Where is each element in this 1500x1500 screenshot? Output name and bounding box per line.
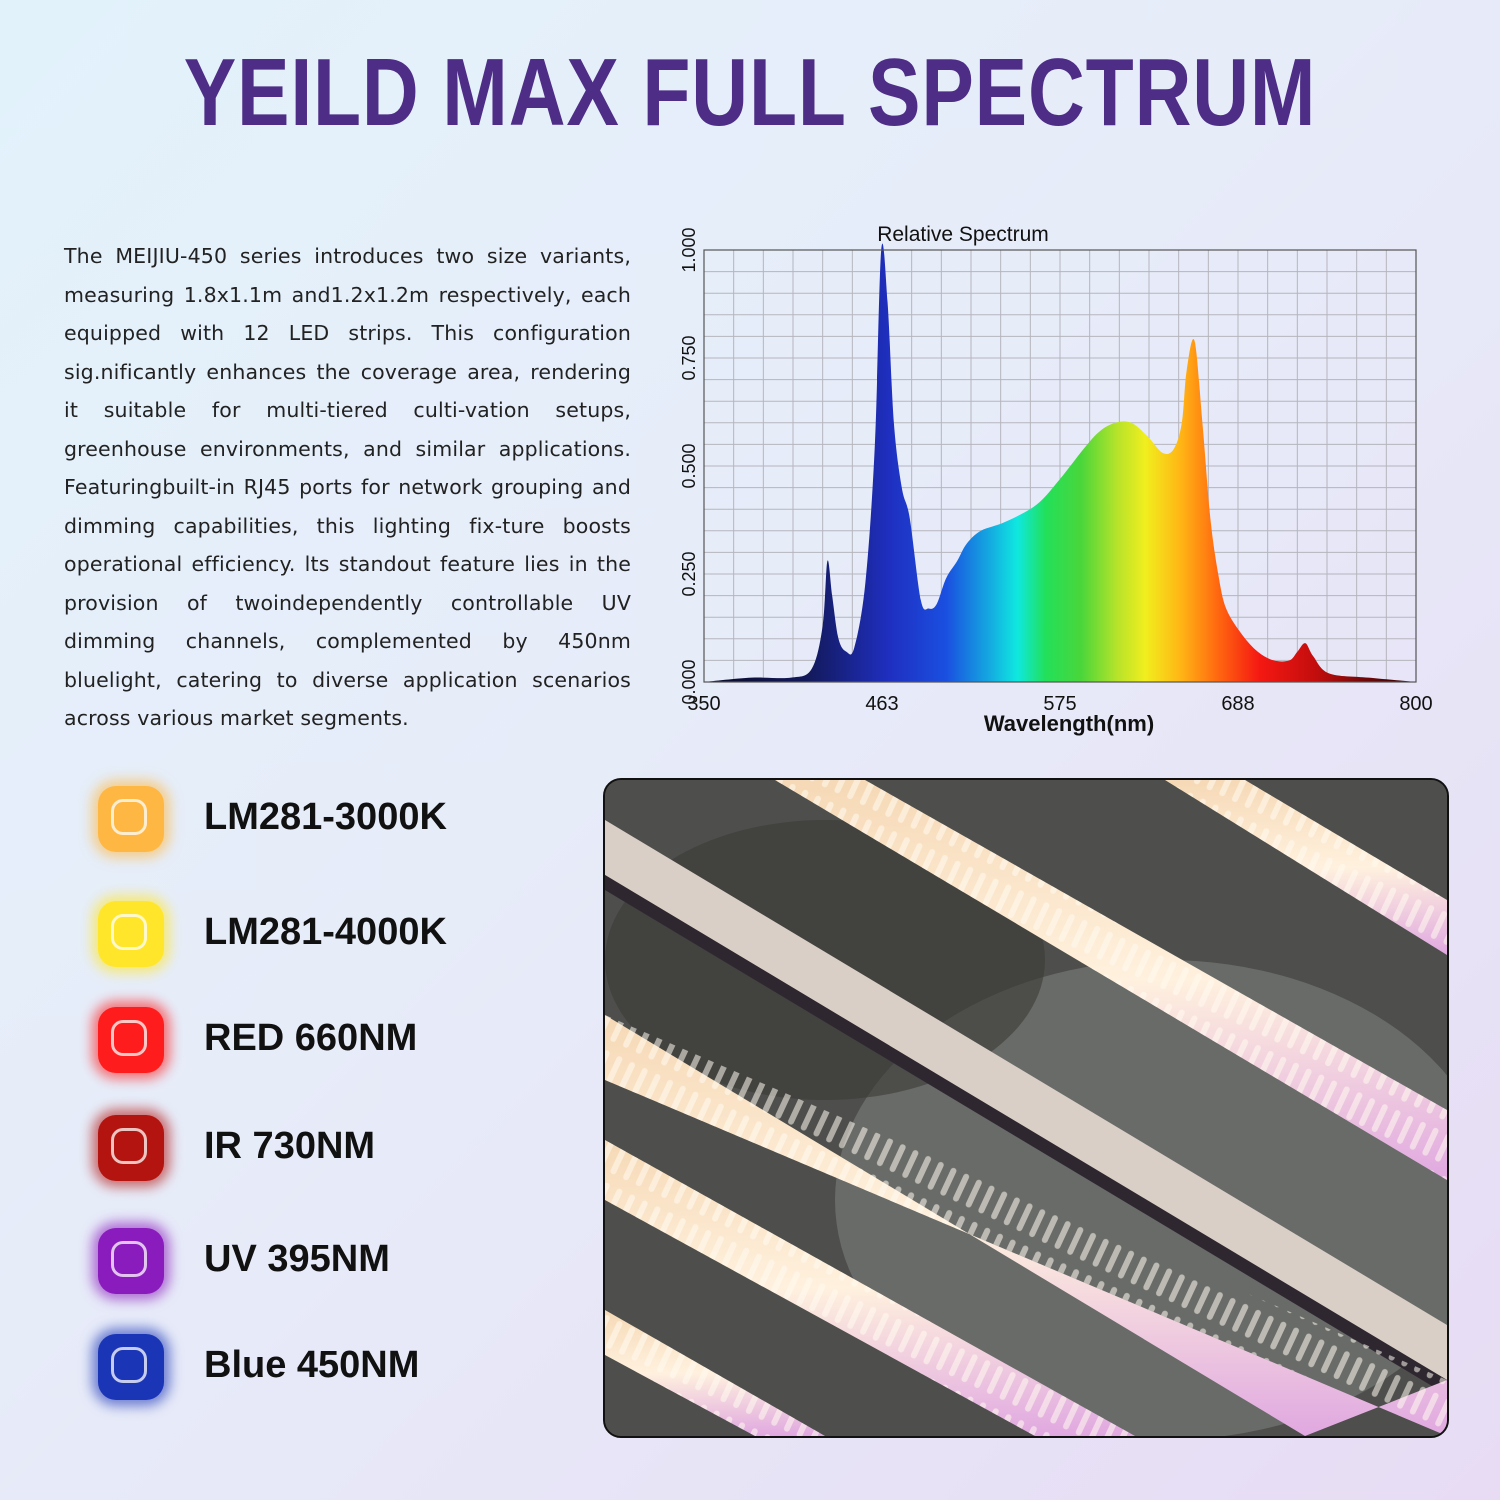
led-chip-icon xyxy=(98,1334,164,1400)
led-strips-photo-svg xyxy=(605,780,1447,1436)
y-tick-label: 1.000 xyxy=(679,227,699,272)
legend-item-4000k: LM281-4000K xyxy=(90,895,570,975)
spectrum-chart-svg: Relative Spectrum Wavelength(nm) 350 463 5… xyxy=(679,223,1433,736)
legend-item-blue: Blue 450NM xyxy=(90,1328,570,1408)
led-chip-inner-icon xyxy=(111,1128,147,1164)
legend-label: LM281-3000K xyxy=(204,796,447,838)
page-title: YEILD MAX FULL SPECTRUM xyxy=(183,39,1317,146)
legend-item-3000k: LM281-3000K xyxy=(90,780,570,860)
y-tick-label: 0.750 xyxy=(679,335,699,380)
led-chip-icon xyxy=(98,1228,164,1294)
x-tick-label: 463 xyxy=(865,693,898,715)
legend-label: IR 730NM xyxy=(204,1125,376,1167)
led-chip-inner-icon xyxy=(111,1020,147,1056)
y-tick-label: 0.000 xyxy=(679,659,699,704)
x-tick-label: 350 xyxy=(687,693,720,715)
led-chip-icon xyxy=(98,901,164,967)
legend-label: UV 395NM xyxy=(204,1238,390,1280)
x-axis-label: Wavelength(nm) xyxy=(984,711,1154,736)
legend-label: LM281-4000K xyxy=(204,911,447,953)
y-tick-label: 0.250 xyxy=(679,551,699,596)
legend-item-red: RED 660NM xyxy=(90,1001,570,1081)
spectrum-area xyxy=(704,243,1416,682)
legend-label: RED 660NM xyxy=(204,1017,418,1059)
led-chip-icon xyxy=(98,1007,164,1073)
plot-frame xyxy=(703,249,1417,683)
x-tick-label: 688 xyxy=(1221,693,1254,715)
legend-item-ir: IR 730NM xyxy=(90,1109,570,1189)
led-strips-photo xyxy=(603,778,1449,1438)
y-tick-label: 0.500 xyxy=(679,443,699,488)
led-chip-inner-icon xyxy=(111,1241,147,1277)
led-chip-inner-icon xyxy=(111,914,147,950)
legend-item-uv: UV 395NM xyxy=(90,1222,570,1302)
x-tick-label: 575 xyxy=(1043,693,1076,715)
spectrum-chart: Relative Spectrum Wavelength(nm) 350 463 5… xyxy=(660,200,1460,745)
led-strip-group xyxy=(605,780,1447,1436)
x-tick-label: 800 xyxy=(1399,693,1432,715)
led-chip-icon xyxy=(98,1115,164,1181)
led-chip-inner-icon xyxy=(111,1347,147,1383)
led-chip-icon xyxy=(98,786,164,852)
product-description: The MEIJIU-450 series introduces two siz… xyxy=(64,244,631,730)
axis-ticks: 350 463 575 688 800 0.000 0.250 0.500 0.750 1.000 xyxy=(679,227,1433,715)
legend-label: Blue 450NM xyxy=(204,1344,420,1386)
chart-title: Relative Spectrum xyxy=(877,223,1049,246)
led-chip-inner-icon xyxy=(111,799,147,835)
